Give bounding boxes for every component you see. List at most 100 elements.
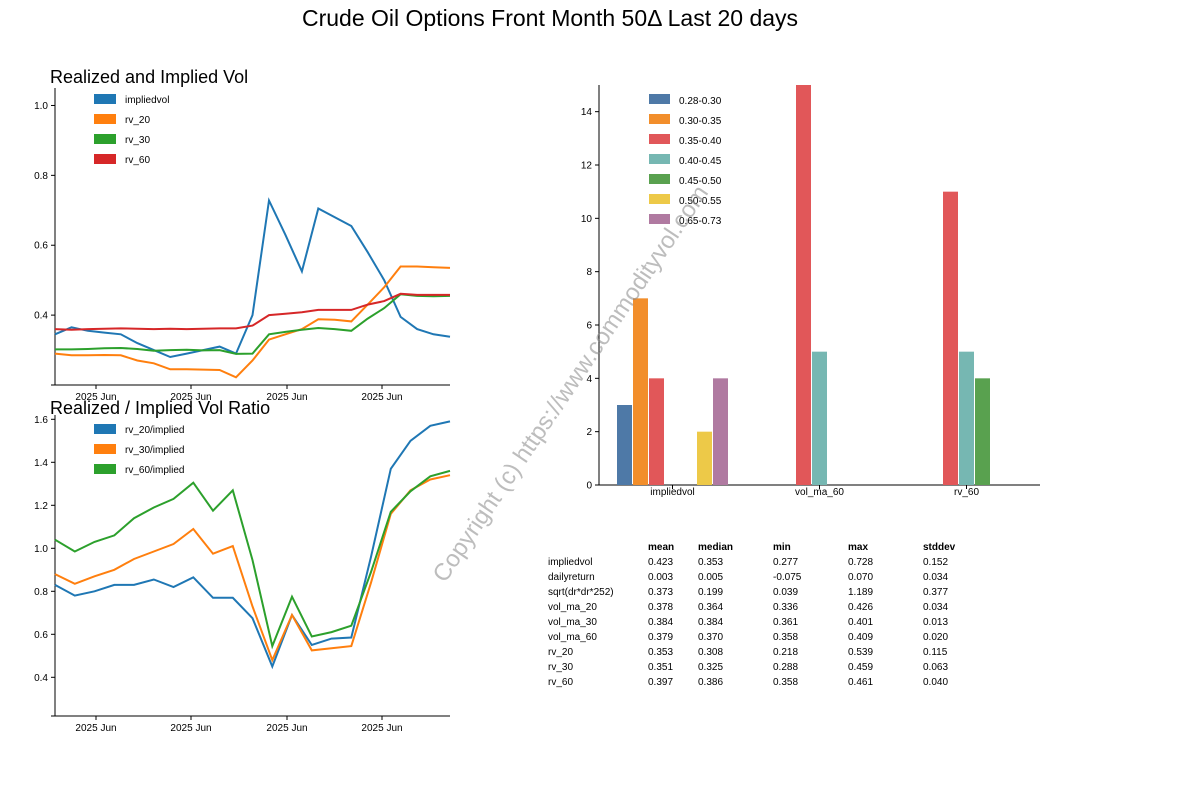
x-tick-label: 2025 Jun: [266, 392, 307, 403]
stats-cell: 0.379: [648, 632, 674, 643]
series-line-rv-20: [54, 265, 451, 379]
legend-label: rv_30/implied: [125, 445, 184, 456]
stats-column-header: median: [698, 542, 734, 553]
stats-cell: 0.409: [848, 632, 874, 643]
series-line-rv-30-implied: [54, 474, 451, 663]
bar-impliedvol-0.50-0.55: [697, 431, 712, 485]
stats-row: vol_ma_20 0.378 0.364 0.336 0.426 0.034: [548, 600, 998, 615]
stats-body: impliedvol 0.423 0.353 0.277 0.728 0.152 daily…: [548, 555, 998, 690]
legend-label: rv_60/implied: [125, 465, 184, 476]
y-tick-label: 6: [586, 321, 592, 332]
stats-header-row: mean median min max stddev: [548, 540, 998, 555]
stats-cell: 0.351: [648, 662, 674, 673]
legend-swatch: [649, 174, 670, 184]
legend-label: impliedvol: [125, 95, 169, 106]
stats-cell: 0.336: [773, 602, 799, 613]
series-line-rv-60-implied: [54, 469, 451, 650]
ratio-chart-title: Realized / Implied Vol Ratio: [50, 398, 271, 418]
y-tick-label: 8: [586, 267, 592, 278]
stats-row: rv_30 0.351 0.325 0.288 0.459 0.063: [548, 660, 998, 675]
series-line-impliedvol: [54, 197, 451, 359]
stats-cell: 0.401: [848, 617, 874, 628]
legend-swatch: [94, 424, 116, 434]
page-title: Crude Oil Options Front Month 50Δ Last 2…: [301, 5, 799, 31]
x-tick-label: 2025 Jun: [170, 392, 211, 403]
stats-cell: 0.373: [648, 587, 674, 598]
series-line-rv-60: [54, 292, 450, 331]
stats-row: impliedvol 0.423 0.353 0.277 0.728 0.152: [548, 555, 998, 570]
stats-cell: dailyreturn: [548, 572, 595, 583]
legend-label: 0.28-0.30: [679, 96, 722, 107]
x-tick-label: vol_ma_60: [795, 487, 844, 498]
y-tick-label: 1.2: [34, 501, 48, 512]
stats-row: rv_20 0.353 0.308 0.218 0.539 0.115: [548, 645, 998, 660]
stats-row: vol_ma_30 0.384 0.384 0.361 0.401 0.013: [548, 615, 998, 630]
stats-cell: 0.384: [648, 617, 674, 628]
x-tick-label: 2025 Jun: [170, 723, 211, 734]
stats-cell: 0.063: [923, 662, 949, 673]
stats-cell: 0.378: [648, 602, 674, 613]
y-tick-label: 10: [581, 214, 593, 225]
stats-column-header: max: [848, 542, 869, 553]
stats-cell: 0.364: [698, 602, 724, 613]
stats-column-header: mean: [648, 542, 675, 553]
bar-impliedvol-0.65-0.73: [713, 378, 728, 485]
legend-swatch: [649, 114, 670, 124]
x-tick-label: 2025 Jun: [75, 723, 116, 734]
stats-cell: 0.039: [773, 587, 799, 598]
bar-rv_60-0.35-0.40: [943, 191, 958, 485]
legend-label: 0.50-0.55: [679, 196, 722, 207]
stats-cell: rv_30: [548, 662, 574, 673]
stats-cell: 0.461: [848, 677, 874, 688]
legend-label: 0.45-0.50: [679, 176, 722, 187]
y-tick-label: 0.4: [34, 311, 48, 322]
stats-row: sqrt(dr*dr*252) 0.373 0.199 0.039 1.189 0.377: [548, 585, 998, 600]
y-tick-label: 1.0: [34, 544, 48, 555]
stats-cell: 0.070: [848, 572, 874, 583]
stats-cell: 0.728: [848, 557, 874, 568]
y-tick-label: 0.6: [34, 630, 48, 641]
stats-cell: 0.358: [773, 677, 799, 688]
stats-cell: -0.075: [773, 572, 802, 583]
stats-cell: 0.003: [648, 572, 674, 583]
x-tick-label: 2025 Jun: [361, 723, 402, 734]
legend-swatch: [649, 154, 670, 164]
stats-cell: vol_ma_20: [548, 602, 597, 613]
y-tick-label: 12: [581, 161, 593, 172]
y-tick-label: 0.8: [34, 587, 48, 598]
legend-label: 0.30-0.35: [679, 116, 722, 127]
stats-cell: 0.152: [923, 557, 949, 568]
stats-cell: 0.459: [848, 662, 874, 673]
legend-swatch: [94, 114, 116, 124]
stats-cell: 0.325: [698, 662, 724, 673]
stats-cell: 0.005: [698, 572, 724, 583]
x-tick-label: 2025 Jun: [75, 392, 116, 403]
y-tick-label: 0.8: [34, 171, 48, 182]
stats-cell: vol_ma_60: [548, 632, 597, 643]
stats-row: dailyreturn 0.003 0.005 -0.075 0.070 0.034: [548, 570, 998, 585]
bar-impliedvol-0.28-0.30: [617, 405, 632, 485]
stats-cell: 1.189: [848, 587, 874, 598]
series-line-rv-30: [55, 293, 451, 355]
stats-cell: 0.034: [923, 602, 949, 613]
legend-label: rv_20: [125, 115, 150, 126]
stats-cell: 0.013: [923, 617, 949, 628]
stats-cell: 0.423: [648, 557, 674, 568]
legend-swatch: [649, 214, 670, 224]
stats-row: vol_ma_60 0.379 0.370 0.358 0.409 0.020: [548, 630, 998, 645]
stats-cell: 0.377: [923, 587, 949, 598]
legend-swatch: [94, 464, 116, 474]
legend-swatch: [649, 94, 670, 104]
bar-rv_60-0.40-0.45: [959, 351, 974, 485]
stats-cell: 0.199: [698, 587, 724, 598]
stats-cell: 0.353: [648, 647, 674, 658]
y-tick-label: 2: [586, 427, 592, 438]
stats-cell: vol_ma_30: [548, 617, 597, 628]
stats-row: rv_60 0.397 0.386 0.358 0.461 0.040: [548, 675, 998, 690]
stats-cell: sqrt(dr*dr*252): [548, 587, 614, 598]
stats-cell: 0.288: [773, 662, 799, 673]
x-tick-label: rv_60: [954, 487, 979, 498]
bar-impliedvol-0.30-0.35: [633, 298, 648, 485]
